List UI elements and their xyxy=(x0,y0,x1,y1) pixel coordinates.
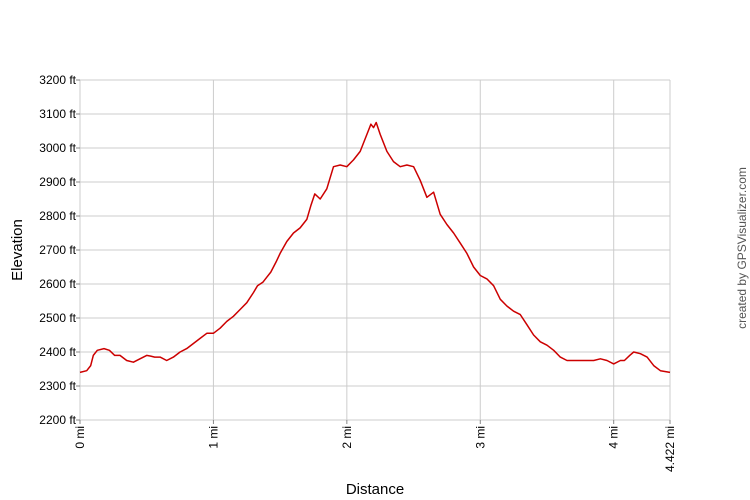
x-tick-label: 3 mi xyxy=(473,426,487,449)
y-axis-ticks: 2200 ft 2300 ft 2400 ft 2500 ft 2600 ft 2700 … xyxy=(39,73,80,427)
y-tick-label: 2400 ft xyxy=(39,345,76,359)
y-tick-label: 2800 ft xyxy=(39,209,76,223)
y-tick-label: 3100 ft xyxy=(39,107,76,121)
y-tick-label: 3200 ft xyxy=(39,73,76,87)
y-tick-label: 2500 ft xyxy=(39,311,76,325)
y-tick-label: 2900 ft xyxy=(39,175,76,189)
y-tick-label: 2600 ft xyxy=(39,277,76,291)
x-tick-label: 4.422 mi xyxy=(663,426,677,472)
y-tick-label: 3000 ft xyxy=(39,141,76,155)
x-tick-label: 1 mi xyxy=(206,426,220,449)
y-tick-label: 2700 ft xyxy=(39,243,76,257)
grid-lines xyxy=(79,79,671,421)
x-tick-label: 4 mi xyxy=(607,426,621,449)
x-axis-title: Distance xyxy=(346,481,404,498)
y-tick-label: 2200 ft xyxy=(39,413,76,427)
y-axis-title: Elevation xyxy=(9,219,26,281)
credit-text: created by GPSVisualizer.com xyxy=(735,167,749,329)
x-axis-ticks: 0 mi 1 mi 2 mi 3 mi 4 mi 4.422 mi xyxy=(73,420,677,472)
x-tick-label: 2 mi xyxy=(340,426,354,449)
y-tick-label: 2300 ft xyxy=(39,379,76,393)
x-tick-label: 0 mi xyxy=(73,426,87,449)
elevation-line xyxy=(79,121,671,374)
